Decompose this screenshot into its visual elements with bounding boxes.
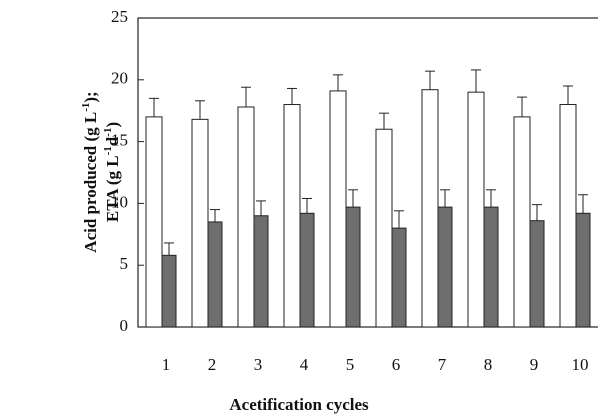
label-part: )	[103, 122, 122, 128]
error-bar	[302, 198, 312, 213]
bar	[254, 216, 268, 327]
error-bar	[348, 190, 358, 207]
error-bar	[486, 190, 496, 207]
label-part: Acid produced (g L	[81, 112, 100, 253]
y-axis-label: ETA (g L-1d-1)	[102, 122, 122, 222]
bar	[238, 107, 254, 327]
bar	[146, 117, 162, 327]
error-bar	[195, 101, 205, 120]
x-tick-label: 10	[572, 355, 589, 374]
x-tick-label: 7	[438, 355, 447, 374]
bar	[330, 91, 346, 327]
bar	[208, 222, 222, 327]
error-bar	[379, 113, 389, 129]
error-bar	[333, 75, 343, 91]
y-tick-label: 25	[111, 7, 128, 26]
error-bar	[517, 97, 527, 117]
error-bar	[241, 87, 251, 107]
bar	[530, 221, 544, 327]
x-axis-label: Acetification cycles	[229, 395, 369, 414]
chart: Acetification cycles 0510152025Acid prod…	[0, 0, 598, 418]
error-bar	[563, 86, 573, 105]
bar	[162, 255, 176, 327]
error-bar	[532, 205, 542, 221]
y-axis-label: Acid produced (g L-1);	[80, 91, 100, 252]
bar	[560, 105, 576, 327]
error-bar	[287, 88, 297, 104]
bar	[392, 228, 406, 327]
bar	[484, 207, 498, 327]
bar	[376, 129, 392, 327]
x-tick-label: 9	[530, 355, 539, 374]
y-tick-label: 5	[120, 254, 129, 273]
y-tick-label: 0	[120, 316, 129, 335]
superscript: -1	[80, 103, 92, 112]
x-tick-label: 4	[300, 355, 309, 374]
bar	[468, 92, 484, 327]
label-part: );	[81, 91, 100, 102]
error-bar	[440, 190, 450, 207]
bar	[284, 105, 300, 327]
bar	[192, 119, 208, 327]
x-tick-label: 8	[484, 355, 493, 374]
superscript: -1	[102, 146, 114, 155]
bar	[438, 207, 452, 327]
error-bar	[210, 210, 220, 222]
bar	[514, 117, 530, 327]
x-tick-label: 3	[254, 355, 263, 374]
error-bar	[164, 243, 174, 255]
x-tick-label: 5	[346, 355, 355, 374]
x-tick-label: 6	[392, 355, 401, 374]
x-tick-label: 2	[208, 355, 217, 374]
bar	[300, 213, 314, 327]
error-bar	[256, 201, 266, 216]
error-bar	[425, 71, 435, 90]
error-bar	[471, 70, 481, 92]
label-part: ETA (g L	[103, 155, 122, 222]
bar	[346, 207, 360, 327]
bar	[576, 213, 590, 327]
error-bar	[394, 211, 404, 228]
error-bar	[149, 98, 159, 117]
y-tick-label: 20	[111, 69, 128, 88]
x-tick-label: 1	[162, 355, 171, 374]
superscript: -1	[102, 128, 114, 137]
error-bar	[578, 195, 588, 214]
bar	[422, 90, 438, 327]
